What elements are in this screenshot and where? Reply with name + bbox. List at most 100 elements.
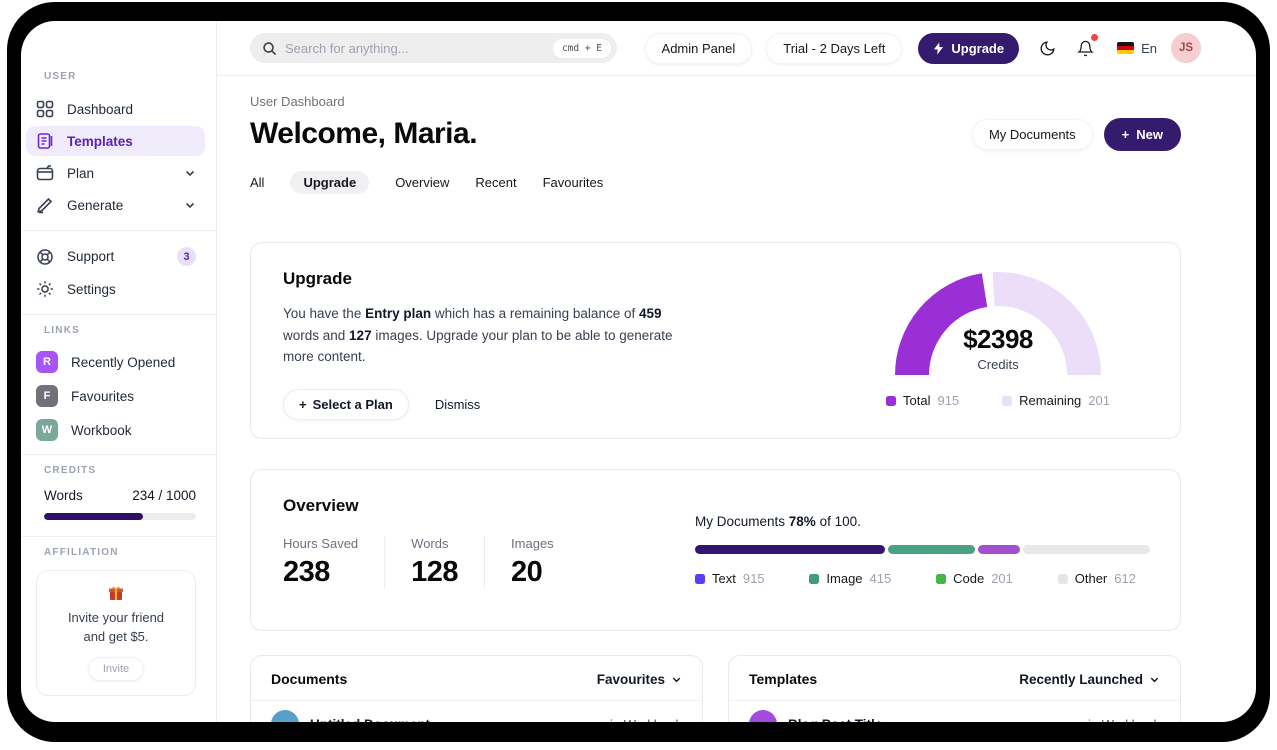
bar-segment-other xyxy=(1022,545,1150,554)
sidebar-item-plan[interactable]: Plan xyxy=(26,158,205,188)
legend-value: 201 xyxy=(1088,393,1110,408)
gauge-center-label: Credits xyxy=(977,357,1019,372)
language-selector[interactable]: En xyxy=(1117,41,1157,56)
legend-item-remaining: Remaining 201 xyxy=(1002,393,1110,408)
legend-value: 201 xyxy=(991,571,1013,586)
content-area: User Dashboard Welcome, Maria. My Docume… xyxy=(217,76,1256,722)
sidebar-item-label: Plan xyxy=(67,165,95,181)
templates-filter-dropdown[interactable]: Recently Launched xyxy=(1019,672,1160,687)
moon-icon xyxy=(1040,40,1055,55)
chevron-down-icon xyxy=(184,199,196,211)
search-input[interactable] xyxy=(285,40,545,56)
sidebar-divider xyxy=(21,454,216,455)
dark-mode-toggle[interactable] xyxy=(1035,36,1059,60)
tab-recent[interactable]: Recent xyxy=(475,175,517,190)
select-plan-button[interactable]: + Select a Plan xyxy=(283,388,409,420)
legend-item-other: Other 612 xyxy=(1057,571,1136,586)
section-label-affiliation: AFFILIATION xyxy=(44,547,119,558)
legend-label: Code xyxy=(953,571,985,586)
legend-item-total: Total 915 xyxy=(886,393,959,408)
documents-stacked-bar xyxy=(695,545,1150,554)
template-avatar xyxy=(749,710,777,722)
legend-swatch xyxy=(809,573,820,584)
notifications-button[interactable] xyxy=(1073,34,1099,60)
templates-card: Templates Recently Launched Blog Post Ti… xyxy=(728,655,1181,722)
sidebar-item-label: Support xyxy=(67,249,115,264)
app-window: USER Dashboard Templates xyxy=(21,21,1256,722)
plus-icon: + xyxy=(299,396,307,412)
sidebar-item-support[interactable]: Support 3 xyxy=(26,241,205,272)
bar-segment-image xyxy=(888,545,975,554)
affiliation-text-line1: Invite your friend xyxy=(67,610,165,625)
legend-value: 915 xyxy=(937,393,960,408)
legend-item-image: Image 415 xyxy=(809,571,891,586)
new-button-label: New xyxy=(1136,126,1163,142)
topbar: cmd + E Admin Panel Trial - 2 Days Left … xyxy=(217,21,1256,76)
admin-panel-button[interactable]: Admin Panel xyxy=(644,32,753,64)
select-plan-label: Select a Plan xyxy=(312,396,393,412)
document-row[interactable]: Untitled Document in Workbook xyxy=(251,701,702,722)
legend-label: Other xyxy=(1074,571,1108,586)
stacked-bar-legend: Text 915 Image 415 Code 201 Other 612 xyxy=(695,571,1150,586)
notification-dot xyxy=(1091,34,1099,41)
link-item-recently-opened[interactable]: R Recently Opened xyxy=(26,348,205,376)
sidebar-item-settings[interactable]: Settings xyxy=(26,274,205,304)
german-flag-icon xyxy=(1117,42,1135,54)
legend-label: Remaining xyxy=(1019,393,1082,408)
legend-swatch xyxy=(1002,395,1013,406)
link-item-favourites[interactable]: F Favourites xyxy=(26,382,205,410)
link-badge: W xyxy=(36,419,58,441)
dismiss-button[interactable]: Dismiss xyxy=(434,396,481,412)
link-label: Recently Opened xyxy=(71,354,176,370)
tab-upgrade[interactable]: Upgrade xyxy=(290,171,370,194)
bell-icon xyxy=(1076,40,1094,56)
upgrade-card-title: Upgrade xyxy=(283,269,352,288)
new-button[interactable]: + New xyxy=(1103,117,1181,151)
invite-button[interactable]: Invite xyxy=(87,656,145,681)
credits-progress-track xyxy=(44,513,196,520)
overview-card: Overview Hours Saved 238 Words 128 Image… xyxy=(250,469,1181,631)
sidebar-item-label: Dashboard xyxy=(67,101,134,117)
legend-swatch xyxy=(936,573,947,584)
tab-favourites[interactable]: Favourites xyxy=(542,175,604,190)
section-label-user: USER xyxy=(44,71,77,82)
sidebar-divider xyxy=(21,536,216,537)
link-label: Favourites xyxy=(71,388,135,404)
documents-filter-dropdown[interactable]: Favourites xyxy=(597,672,682,687)
sidebar-nav: Dashboard Templates Plan xyxy=(21,94,216,304)
legend-value: 415 xyxy=(869,571,892,586)
keyboard-shortcut-badge: cmd + E xyxy=(552,38,611,58)
sidebar-item-templates[interactable]: Templates xyxy=(26,126,205,156)
section-label-credits: CREDITS xyxy=(44,465,97,476)
sidebar-item-dashboard[interactable]: Dashboard xyxy=(26,94,205,124)
device-frame: USER Dashboard Templates xyxy=(7,2,1270,742)
templates-card-title: Templates xyxy=(749,671,818,687)
link-badge: F xyxy=(36,385,58,407)
my-documents-button[interactable]: My Documents xyxy=(971,118,1093,150)
tab-all[interactable]: All xyxy=(250,175,265,190)
overview-card-title: Overview xyxy=(283,496,359,515)
link-item-workbook[interactable]: W Workbook xyxy=(26,416,205,444)
template-name: Blog Post Title xyxy=(788,717,882,723)
lifebuoy-icon xyxy=(36,248,54,266)
plus-icon: + xyxy=(1121,126,1130,142)
upgrade-button[interactable]: Upgrade xyxy=(918,32,1020,64)
legend-label: Image xyxy=(826,571,863,586)
credits-count: 234 / 1000 xyxy=(132,488,196,503)
documents-card: Documents Favourites Untitled Document i… xyxy=(250,655,703,722)
doc-avatar xyxy=(271,710,299,722)
tab-overview[interactable]: Overview xyxy=(395,175,450,190)
language-label: En xyxy=(1141,40,1157,56)
user-avatar[interactable]: JS xyxy=(1171,33,1201,63)
gauge-legend: Total 915 Remaining 201 xyxy=(886,393,1110,408)
template-row[interactable]: Blog Post Title in Workbook xyxy=(729,701,1180,722)
sidebar-item-label: Templates xyxy=(67,133,133,149)
sidebar-divider xyxy=(21,314,216,315)
upgrade-button-label: Upgrade xyxy=(951,40,1005,56)
legend-swatch xyxy=(1057,573,1068,584)
legend-value: 612 xyxy=(1114,571,1136,586)
trial-status-button[interactable]: Trial - 2 Days Left xyxy=(766,32,903,64)
sidebar-item-generate[interactable]: Generate xyxy=(26,190,205,220)
search-bar[interactable]: cmd + E xyxy=(250,33,617,63)
legend-swatch xyxy=(695,573,705,584)
